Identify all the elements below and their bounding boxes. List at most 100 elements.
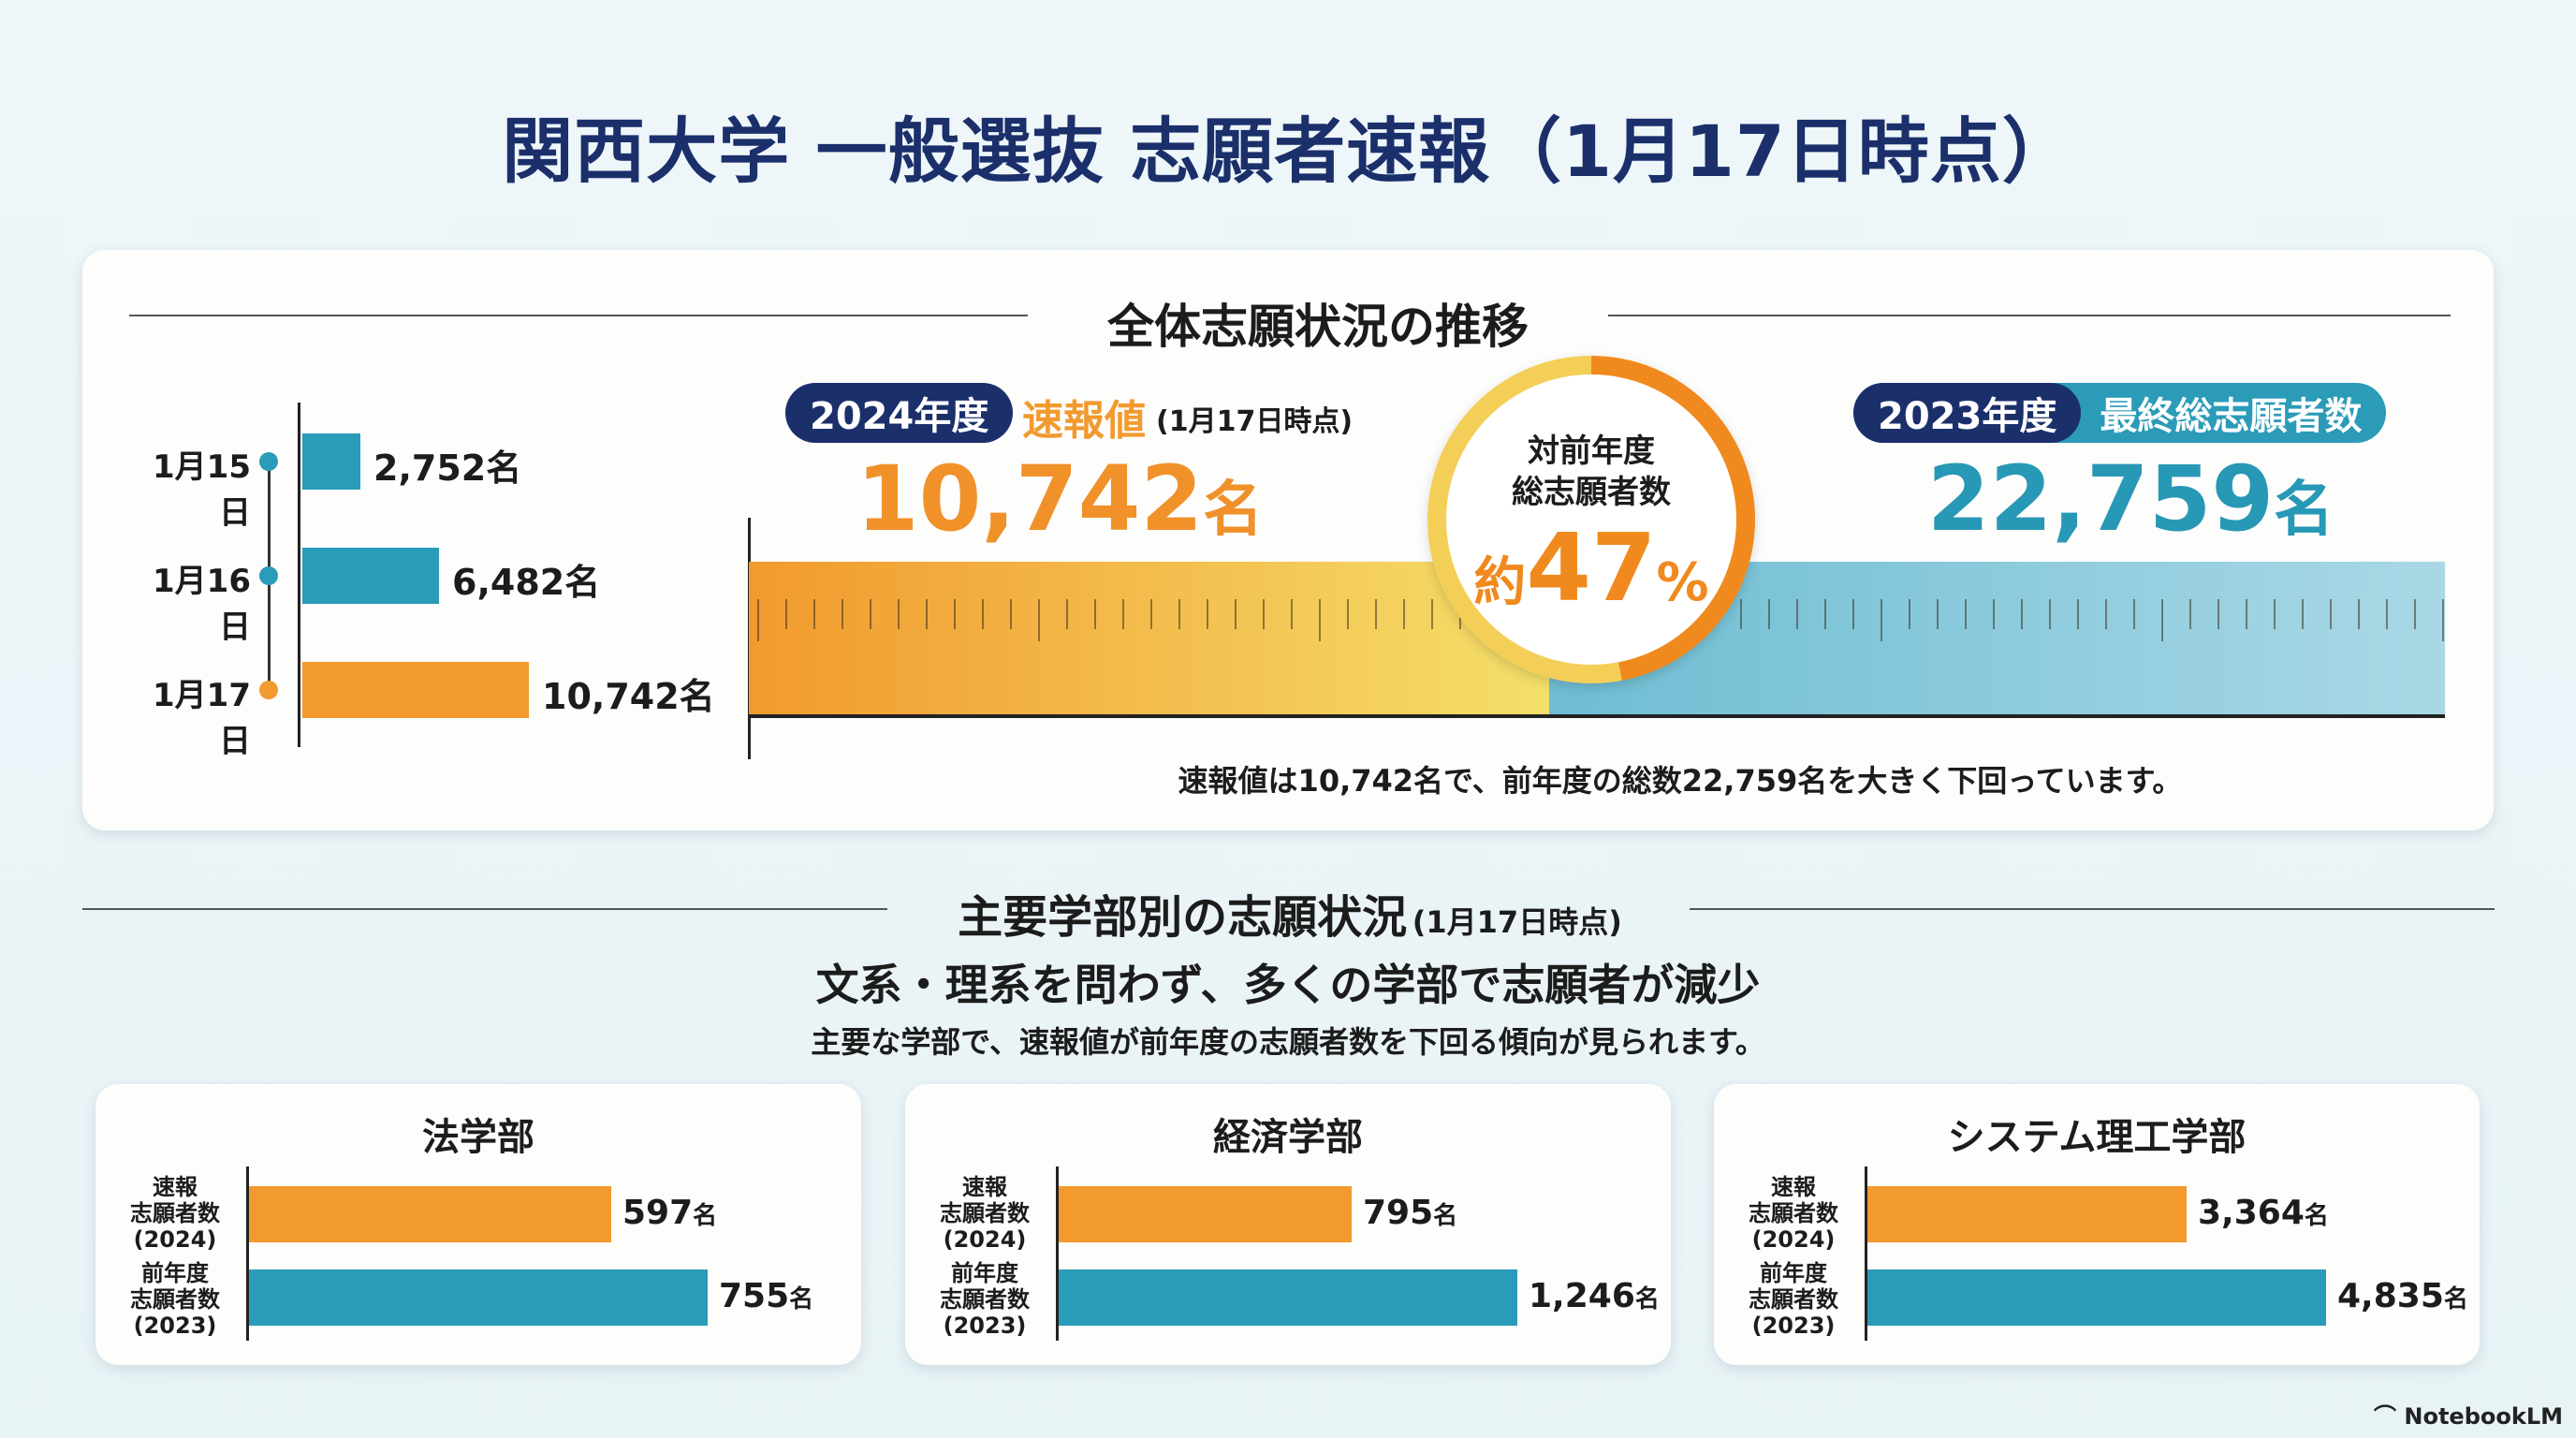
previous-total: 22,759名 <box>1850 447 2411 551</box>
faculty-bar-current <box>1867 1186 2187 1242</box>
row-label-line: (2024) <box>943 1226 1027 1253</box>
faculty-value-current: 3,364名 <box>2198 1194 2329 1232</box>
daily-bar <box>302 433 360 490</box>
value-number: 597 <box>622 1194 694 1232</box>
row-label-line: (2023) <box>1751 1313 1836 1339</box>
ratio-percent-sign: % <box>1656 552 1709 613</box>
unit: 名 <box>2304 1202 2329 1230</box>
faculty-card: 法学部 速報 志願者数 (2024) 597名 前年度 志願者数 (2023) 755名 <box>95 1084 861 1365</box>
divider <box>82 908 887 910</box>
faculties-title: 主要学部別の志願状況 <box>958 891 1408 944</box>
row-label-current: 速報 志願者数 (2024) <box>1733 1174 1854 1253</box>
overall-note: 速報値は10,742名で、前年度の総数22,759名を大きく下回っています。 <box>1178 763 2183 799</box>
faculty-value-previous: 4,835名 <box>2337 1277 2468 1315</box>
watermark-text: NotebookLM <box>2404 1403 2563 1430</box>
unit: 名 <box>2443 1285 2468 1313</box>
value-number: 4,835 <box>2337 1277 2444 1315</box>
unit: 名 <box>2274 476 2334 545</box>
overall-card: 全体志願状況の推移 1月15日 2,752名 1月16日 6,482名 1月17日 10,… <box>82 250 2494 830</box>
faculty-name: システム理工学部 <box>1947 1116 2247 1159</box>
previous-total-number: 22,759 <box>1926 447 2275 551</box>
row-label-line: (2024) <box>133 1226 217 1253</box>
daily-date-label: 1月16日 <box>153 563 251 646</box>
unit: 名 <box>1433 1202 1458 1230</box>
value-number: 3,364 <box>2198 1194 2305 1232</box>
previous-year-badge: 2023年度 <box>1853 383 2082 443</box>
faculties-headline: 文系・理系を問わず、多くの学部で志願者が減少 <box>815 960 1761 1010</box>
unit: 名 <box>1634 1285 1660 1313</box>
row-label-line: 志願者数 <box>1749 1286 1838 1313</box>
current-total-number: 10,742 <box>856 447 1204 551</box>
current-total: 10,742名 <box>779 447 1340 551</box>
daily-date-label: 1月17日 <box>153 677 251 760</box>
row-label-line: (2024) <box>1751 1226 1836 1253</box>
row-label-previous: 前年度 志願者数 (2023) <box>924 1260 1046 1339</box>
current-year-badge: 2024年度 <box>785 383 1014 443</box>
value-number: 755 <box>719 1277 790 1315</box>
daily-axis <box>298 403 300 747</box>
row-label-line: (2023) <box>943 1313 1027 1339</box>
faculty-value-current: 597名 <box>622 1194 717 1232</box>
ratio-line2: 総志願者数 <box>1512 474 1671 511</box>
faculty-name: 経済学部 <box>1213 1116 1363 1159</box>
row-label-line: 志願者数 <box>1749 1200 1838 1226</box>
row-label-line: 前年度 <box>141 1260 209 1286</box>
divider <box>1690 908 2495 910</box>
ratio-percent: 47 <box>1526 513 1657 623</box>
faculty-value-previous: 1,246名 <box>1529 1277 1660 1315</box>
timeline-dot <box>259 566 278 585</box>
row-label-current: 速報 志願者数 (2024) <box>924 1174 1046 1253</box>
notebooklm-watermark: ⌒ NotebookLM <box>2374 1398 2563 1431</box>
faculties-section-title: 主要学部別の志願状況 (1月17日時点) <box>887 880 1692 946</box>
faculty-bar-previous <box>1867 1269 2326 1326</box>
row-label-line: 前年度 <box>1760 1260 1827 1286</box>
row-label-line: 志願者数 <box>940 1200 1030 1226</box>
current-applicants-bar <box>749 562 1549 714</box>
ratio-circle: 対前年度 総志願者数 約47% <box>1446 374 1736 665</box>
unit: 名 <box>789 1285 814 1313</box>
faculty-axis <box>1865 1167 1867 1341</box>
unit: 名 <box>1203 476 1264 545</box>
faculty-value-current: 795名 <box>1363 1194 1457 1232</box>
faculties-description: 主要な学部で、速報値が前年度の志願者数を下回る傾向が見られます。 <box>811 1024 1765 1060</box>
faculty-bar-current <box>249 1186 611 1242</box>
row-label-previous: 前年度 志願者数 (2023) <box>1733 1260 1854 1339</box>
current-as-of: (1月17日時点) <box>1156 405 1354 438</box>
row-label-line: 速報 <box>962 1174 1007 1200</box>
divider <box>1608 315 2451 316</box>
daily-value: 2,752名 <box>373 448 522 489</box>
page-title: 関西大学 一般選抜 志願者速報（1月17日時点） <box>502 110 2074 193</box>
row-label-previous: 前年度 志願者数 (2023) <box>114 1260 236 1339</box>
previous-badge: 2023年度 最終総志願者数 <box>1853 383 2387 443</box>
unit: 名 <box>693 1202 718 1230</box>
ratio-prefix: 約 <box>1473 552 1527 613</box>
daily-date-label: 1月15日 <box>153 448 251 532</box>
row-label-line: 速報 <box>1771 1174 1816 1200</box>
row-label-line: (2023) <box>133 1313 217 1339</box>
faculty-axis <box>1056 1167 1059 1341</box>
previous-label: 最終総志願者数 <box>2100 395 2363 438</box>
daily-value: 10,742名 <box>542 676 715 717</box>
daily-bar <box>302 662 529 718</box>
faculty-name: 法学部 <box>422 1116 534 1159</box>
row-label-line: 前年度 <box>951 1260 1018 1286</box>
faculties-as-of: (1月17日時点) <box>1412 904 1622 940</box>
faculty-card: システム理工学部 速報 志願者数 (2024) 3,364名 前年度 志願者数 (2023) 4… <box>1714 1084 2480 1365</box>
faculty-bar-previous <box>249 1269 708 1326</box>
row-label-line: 志願者数 <box>130 1200 220 1226</box>
ratio-ring: 対前年度 総志願者数 約47% <box>1427 356 1755 683</box>
row-label-current: 速報 志願者数 (2024) <box>114 1174 236 1253</box>
daily-bar <box>302 548 439 604</box>
faculty-value-previous: 755名 <box>719 1277 813 1315</box>
notebooklm-icon: ⌒ <box>2374 1403 2405 1430</box>
current-label: 速報値 <box>1022 397 1146 445</box>
value-number: 1,246 <box>1529 1277 1635 1315</box>
faculty-bar-current <box>1059 1186 1352 1242</box>
faculty-axis <box>246 1167 249 1341</box>
timeline-dot <box>259 681 278 699</box>
divider <box>129 315 1028 316</box>
overall-section-title: 全体志願状況の推移 <box>1107 300 1529 354</box>
timeline-dot <box>259 452 278 471</box>
ratio-value: 約47% <box>1446 513 1736 623</box>
daily-value: 6,482名 <box>452 562 601 603</box>
